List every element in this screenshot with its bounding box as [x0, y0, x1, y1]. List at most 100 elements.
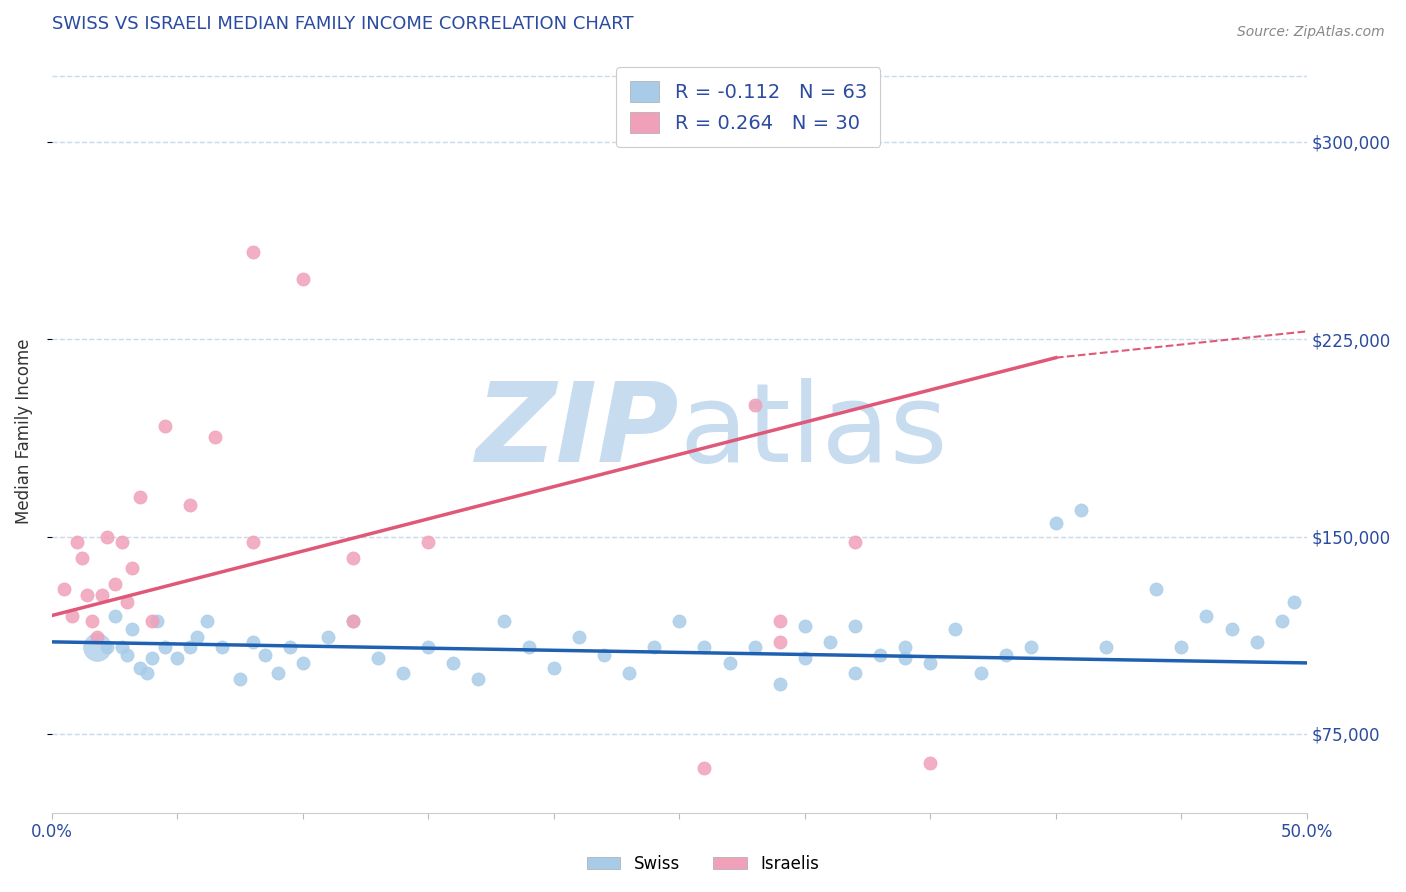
Point — [86, 640, 108, 654]
Point — [86, 630, 108, 644]
Point — [204, 429, 226, 443]
Point — [1195, 608, 1218, 623]
Point — [166, 650, 188, 665]
Point — [115, 648, 138, 662]
Point — [186, 630, 208, 644]
Point — [418, 640, 440, 654]
Point — [793, 650, 815, 665]
Point — [945, 622, 967, 636]
Point — [693, 761, 716, 775]
Point — [342, 614, 364, 628]
Point — [418, 534, 440, 549]
Point — [769, 635, 792, 649]
Point — [242, 245, 264, 260]
Point — [1220, 622, 1243, 636]
Point — [392, 666, 415, 681]
Point — [153, 640, 176, 654]
Text: SWISS VS ISRAELI MEDIAN FAMILY INCOME CORRELATION CHART: SWISS VS ISRAELI MEDIAN FAMILY INCOME CO… — [52, 15, 633, 33]
Point — [141, 650, 163, 665]
Point — [96, 530, 118, 544]
Text: atlas: atlas — [679, 378, 948, 485]
Point — [1246, 635, 1268, 649]
Point — [121, 561, 143, 575]
Legend: R = -0.112   N = 63, R = 0.264   N = 30: R = -0.112 N = 63, R = 0.264 N = 30 — [616, 67, 880, 146]
Point — [291, 272, 314, 286]
Point — [668, 614, 690, 628]
Point — [1271, 614, 1294, 628]
Point — [920, 656, 942, 670]
Point — [153, 419, 176, 434]
Point — [744, 640, 766, 654]
Point — [242, 635, 264, 649]
Point — [744, 398, 766, 412]
Point — [53, 582, 76, 597]
Point — [128, 661, 150, 675]
Point — [718, 656, 741, 670]
Point — [1095, 640, 1118, 654]
Legend: Swiss, Israelis: Swiss, Israelis — [581, 848, 825, 880]
Point — [96, 640, 118, 654]
Point — [254, 648, 277, 662]
Point — [367, 650, 389, 665]
Point — [1019, 640, 1042, 654]
Point — [229, 672, 252, 686]
Point — [793, 619, 815, 633]
Point — [1284, 595, 1306, 609]
Point — [869, 648, 891, 662]
Point — [769, 677, 792, 691]
Point — [543, 661, 565, 675]
Point — [844, 619, 866, 633]
Point — [568, 630, 591, 644]
Point — [969, 666, 991, 681]
Point — [844, 666, 866, 681]
Point — [593, 648, 616, 662]
Point — [920, 756, 942, 770]
Point — [1045, 516, 1067, 531]
Point — [342, 614, 364, 628]
Point — [197, 614, 219, 628]
Point — [115, 595, 138, 609]
Point — [146, 614, 169, 628]
Point — [242, 534, 264, 549]
Text: ZIP: ZIP — [475, 378, 679, 485]
Point — [111, 534, 134, 549]
Point — [60, 608, 83, 623]
Point — [121, 622, 143, 636]
Point — [91, 587, 114, 601]
Point — [894, 640, 917, 654]
Point — [342, 550, 364, 565]
Point — [492, 614, 515, 628]
Y-axis label: Median Family Income: Median Family Income — [15, 339, 32, 524]
Point — [1170, 640, 1192, 654]
Point — [266, 666, 288, 681]
Point — [844, 534, 866, 549]
Point — [818, 635, 841, 649]
Point — [66, 534, 89, 549]
Point — [291, 656, 314, 670]
Point — [1144, 582, 1167, 597]
Point — [70, 550, 93, 565]
Point — [103, 608, 125, 623]
Point — [278, 640, 301, 654]
Point — [179, 498, 201, 512]
Point — [141, 614, 163, 628]
Point — [103, 577, 125, 591]
Point — [894, 650, 917, 665]
Point — [693, 640, 716, 654]
Point — [467, 672, 489, 686]
Point — [643, 640, 665, 654]
Point — [76, 587, 98, 601]
Point — [179, 640, 201, 654]
Point — [441, 656, 464, 670]
Text: Source: ZipAtlas.com: Source: ZipAtlas.com — [1237, 25, 1385, 39]
Point — [136, 666, 159, 681]
Point — [1070, 503, 1092, 517]
Point — [617, 666, 640, 681]
Point — [128, 490, 150, 504]
Point — [994, 648, 1017, 662]
Point — [80, 614, 103, 628]
Point — [111, 640, 134, 654]
Point — [769, 614, 792, 628]
Point — [211, 640, 233, 654]
Point — [316, 630, 339, 644]
